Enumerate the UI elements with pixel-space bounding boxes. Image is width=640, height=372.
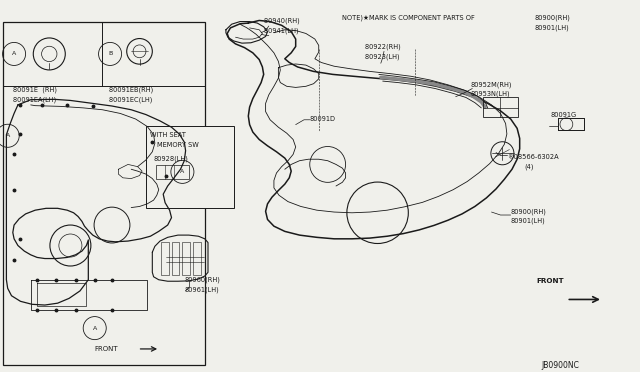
Bar — [483, 97, 518, 117]
Text: ⠀80091E  (RH): ⠀80091E (RH) — [8, 87, 57, 93]
Text: A: A — [93, 326, 97, 331]
Bar — [156, 165, 189, 179]
Text: 80091D: 80091D — [310, 116, 336, 122]
Text: MEMORY SW: MEMORY SW — [157, 142, 198, 148]
Text: ⠀80091EC(LH): ⠀80091EC(LH) — [104, 96, 153, 103]
Text: (4): (4) — [525, 163, 534, 170]
Text: WITH SEAT: WITH SEAT — [150, 132, 186, 138]
Text: 80952M(RH): 80952M(RH) — [470, 81, 512, 88]
Bar — [3, 22, 205, 365]
Text: FRONT: FRONT — [536, 278, 564, 284]
Text: ®08566-6302A: ®08566-6302A — [507, 154, 559, 160]
Text: 80900(RH): 80900(RH) — [511, 208, 547, 215]
Text: B: B — [108, 51, 112, 57]
Text: 80928(LH): 80928(LH) — [154, 156, 188, 163]
Text: A: A — [180, 169, 184, 174]
Text: ⠀80923(LH): ⠀80923(LH) — [360, 53, 399, 60]
Bar — [146, 126, 234, 208]
Text: ⠀80091EB(RH): ⠀80091EB(RH) — [104, 87, 154, 93]
Text: 80091G: 80091G — [550, 112, 577, 118]
Text: JB0900NC: JB0900NC — [541, 361, 579, 370]
Text: ⠀80922(RH): ⠀80922(RH) — [360, 43, 401, 50]
Text: ⠀80941(LH): ⠀80941(LH) — [259, 28, 299, 35]
Text: 80901(LH): 80901(LH) — [511, 218, 545, 224]
Text: A: A — [12, 51, 16, 57]
Text: 80900(RH): 80900(RH) — [534, 15, 570, 21]
Bar — [193, 242, 201, 275]
Bar — [172, 242, 179, 275]
Text: A: A — [6, 133, 10, 138]
Text: 80901(LH): 80901(LH) — [534, 24, 569, 31]
Text: FRONT: FRONT — [95, 346, 118, 352]
Text: ⠀80091EA(LH): ⠀80091EA(LH) — [8, 96, 56, 103]
Bar — [182, 242, 190, 275]
Text: ⠀80940(RH): ⠀80940(RH) — [259, 17, 300, 24]
Text: NOTE)★MARK IS COMPONENT PARTS OF: NOTE)★MARK IS COMPONENT PARTS OF — [342, 15, 474, 21]
Bar — [558, 118, 584, 130]
Bar — [161, 242, 169, 275]
Text: 80960(RH): 80960(RH) — [184, 276, 220, 283]
Text: 80961(LH): 80961(LH) — [184, 286, 219, 293]
Text: 80953N(LH): 80953N(LH) — [470, 90, 510, 97]
